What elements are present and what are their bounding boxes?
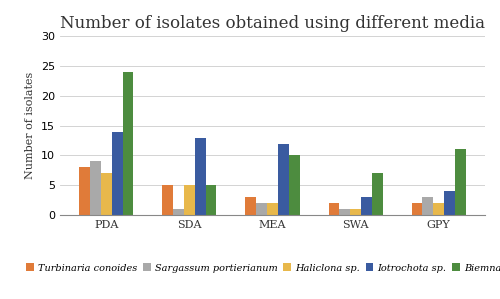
Bar — [184, 185, 195, 215]
Bar — [162, 185, 173, 215]
Bar — [361, 197, 372, 215]
Bar — [122, 72, 134, 215]
Bar — [173, 209, 184, 215]
Bar — [340, 209, 350, 215]
Bar — [90, 161, 101, 215]
Y-axis label: Number of isolates: Number of isolates — [26, 72, 36, 179]
Bar — [80, 167, 90, 215]
Bar — [372, 173, 382, 215]
Bar — [101, 173, 112, 215]
Bar — [444, 191, 455, 215]
Bar — [256, 203, 267, 215]
Bar — [434, 203, 444, 215]
Bar — [350, 209, 361, 215]
Title: Number of isolates obtained using different media: Number of isolates obtained using differ… — [60, 15, 485, 32]
Bar — [412, 203, 422, 215]
Bar — [195, 138, 205, 215]
Bar — [246, 197, 256, 215]
Bar — [288, 155, 300, 215]
Bar — [278, 144, 288, 215]
Bar — [112, 132, 122, 215]
Bar — [206, 185, 216, 215]
Bar — [422, 197, 434, 215]
Bar — [328, 203, 340, 215]
Bar — [455, 150, 466, 215]
Legend: Turbinaria conoides, Sargassum portierianum, Haliclona sp., Iotrochota sp., Biem: Turbinaria conoides, Sargassum portieria… — [22, 260, 500, 277]
Bar — [267, 203, 278, 215]
